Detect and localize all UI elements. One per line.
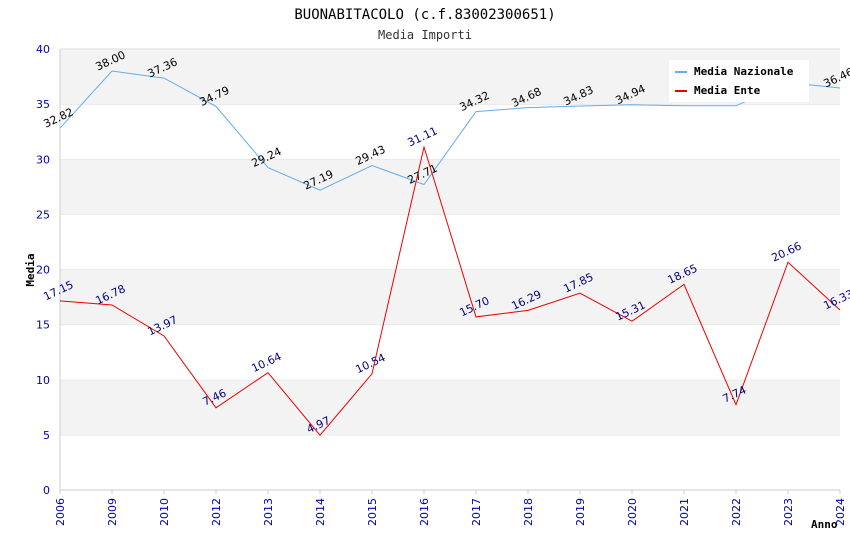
y-tick-label: 20: [36, 264, 50, 277]
y-tick-label: 30: [36, 153, 50, 166]
x-tick-label: 2017: [470, 498, 483, 526]
y-tick-label: 5: [43, 429, 50, 442]
grid-band: [60, 269, 840, 325]
series-lines: [59, 70, 841, 436]
grid-band: [60, 434, 840, 490]
y-tick-label: 25: [36, 208, 50, 221]
x-tick-label: 2006: [54, 498, 67, 526]
series-line-nazionale: [59, 70, 841, 191]
axes: [59, 49, 841, 494]
y-tick-label: 15: [36, 319, 50, 332]
grid-band: [60, 324, 840, 380]
x-tick-label: 2020: [626, 498, 639, 526]
x-tick-label: 2016: [418, 498, 431, 526]
legend: Media Nazionale Media Ente: [669, 60, 809, 102]
x-tick-label: 2010: [158, 498, 171, 526]
grid-band: [60, 104, 840, 160]
grid-band: [60, 214, 840, 270]
x-tick-label: 2019: [574, 498, 587, 526]
x-tick-label: 2021: [678, 498, 691, 526]
y-tick-label: 10: [36, 374, 50, 387]
x-tick-label: 2009: [106, 498, 119, 526]
x-tick-label: 2022: [730, 498, 743, 526]
x-tick-label: 2013: [262, 498, 275, 526]
series-line-ente: [59, 145, 841, 436]
y-tick-labels: 0 5 10 15 20 25 30 35 40: [36, 43, 50, 497]
y-tick-label: 40: [36, 43, 50, 56]
y-tick-label: 35: [36, 98, 50, 111]
x-tick-label: 2014: [314, 498, 327, 526]
x-tick-label: 2024: [834, 498, 847, 526]
grid-bands: [60, 48, 840, 490]
legend-box: [669, 60, 809, 102]
chart-title: BUONABITACOLO (c.f.83002300651): [294, 7, 555, 23]
x-tick-labels: 2006 2009 2010 2012 2013 2014 2015 2016 2017 2018…: [54, 498, 847, 526]
y-tick-label: 0: [43, 484, 50, 497]
x-tick-label: 2012: [210, 498, 223, 526]
x-tick-label: 2015: [366, 498, 379, 526]
x-tick-label: 2023: [782, 498, 795, 526]
x-tick-label: 2018: [522, 498, 535, 526]
legend-label-ente: Media Ente: [694, 84, 761, 97]
x-axis-label: Anno: [811, 518, 838, 531]
y-axis-label: Media: [24, 253, 37, 286]
chart-subtitle: Media Importi: [378, 28, 472, 42]
grid-band: [60, 379, 840, 435]
legend-label-nazionale: Media Nazionale: [694, 65, 794, 78]
grid-band: [60, 159, 840, 215]
